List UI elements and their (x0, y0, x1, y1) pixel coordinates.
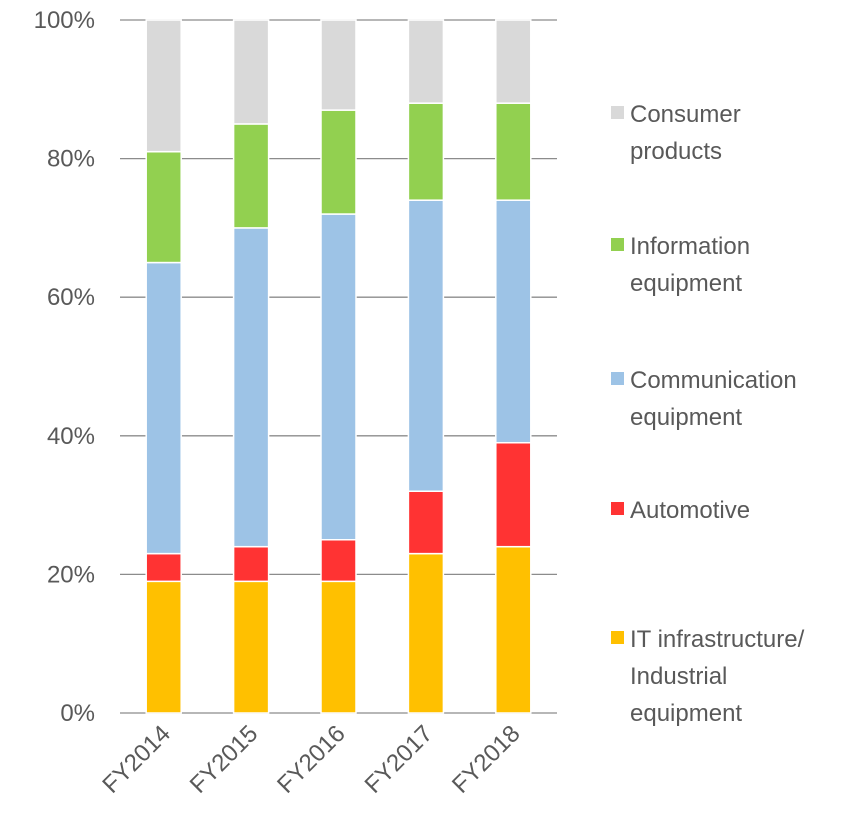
legend-label: Communication equipment (630, 367, 797, 431)
y-tick-label: 20% (47, 561, 95, 588)
bar-segment (407, 199, 445, 492)
y-tick-label: 0% (60, 700, 95, 727)
y-tick-label: 40% (47, 423, 95, 450)
y-tick-label: 60% (47, 284, 95, 311)
x-tick-label: FY2016 (272, 720, 351, 799)
legend-item: Communication equipment (611, 362, 826, 436)
bar-segment (320, 19, 357, 111)
bar-segment (145, 580, 182, 714)
x-tick-label: FY2017 (360, 720, 439, 799)
bar-segment (232, 545, 270, 583)
bar-segment (145, 150, 182, 264)
bar-segment (495, 441, 532, 548)
x-tick-label: FY2015 (185, 720, 264, 799)
bar-segment (407, 19, 445, 104)
legend-swatch (611, 106, 624, 119)
bar-segment (320, 213, 357, 541)
legend-item: IT infrastructure/ Industrial equipment (611, 621, 826, 732)
bar-segment (232, 580, 270, 714)
y-tick-label: 100% (34, 7, 95, 34)
legend-swatch (611, 372, 624, 385)
legend-item: Information equipment (611, 228, 826, 302)
legend-label: Consumer products (630, 101, 741, 165)
bar-segment (145, 261, 182, 555)
bar-segment (232, 123, 270, 229)
bar-segment (145, 552, 182, 583)
bar-segment (407, 490, 445, 555)
y-tick-label: 80% (47, 146, 95, 173)
bar-segment (495, 545, 532, 714)
legend-label: IT infrastructure/ Industrial equipment (630, 626, 805, 727)
legend-item: Automotive (611, 492, 826, 529)
legend-item: Consumer products (611, 96, 826, 170)
bar-segment (232, 227, 270, 548)
x-tick-label: FY2018 (447, 720, 526, 799)
bar-segment (320, 539, 357, 583)
bar-segment (320, 109, 357, 215)
legend-swatch (611, 502, 624, 515)
bar-segment (232, 19, 270, 125)
legend-label: Information equipment (630, 233, 751, 297)
bar-segment (495, 199, 532, 444)
legend-label: Automotive (630, 497, 751, 524)
bar-segment (145, 19, 182, 153)
x-tick-label: FY2014 (97, 720, 176, 799)
bar-segment (320, 580, 357, 714)
bar-segment (407, 102, 445, 201)
legend-swatch (611, 238, 624, 251)
bar-segment (495, 19, 532, 104)
legend-swatch (611, 631, 624, 644)
bar-segment (495, 102, 532, 201)
bar-segment (407, 552, 445, 714)
